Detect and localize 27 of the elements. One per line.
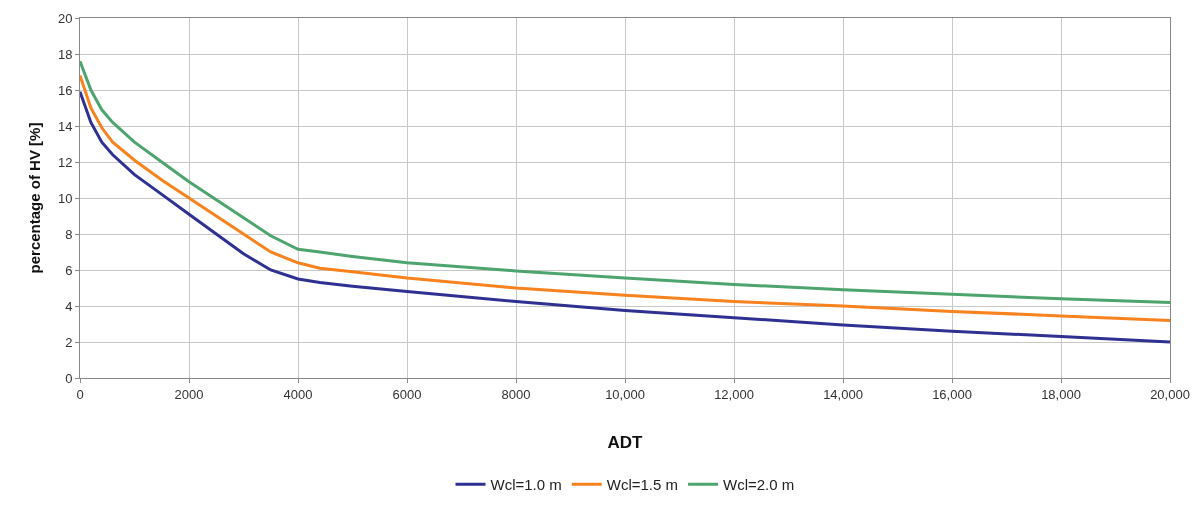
legend-label: Wcl=1.5 m	[606, 476, 679, 494]
y-tick-label: 12	[57, 154, 73, 170]
y-tick-label: 4	[65, 298, 73, 314]
y-axis-title: percentage of HV [%]	[26, 122, 43, 274]
x-tick-label: 6000	[392, 386, 422, 402]
y-tick-label: 20	[57, 10, 73, 26]
x-tick-label: 20,000	[1150, 386, 1190, 402]
x-tick-label: 16,000	[932, 386, 972, 402]
y-tick-label: 16	[57, 82, 73, 98]
x-tick-label: 12,000	[714, 386, 754, 402]
y-tick-label: 0	[65, 370, 73, 386]
x-tick-label: 14,000	[823, 386, 863, 402]
legend-label: Wcl=2.0 m	[723, 476, 795, 494]
x-tick-label: 8000	[501, 386, 531, 402]
legend-label: Wcl=1.0 m	[490, 476, 562, 494]
x-tick-label: 0	[76, 386, 84, 402]
y-tick-label: 14	[57, 118, 73, 134]
x-tick-label: 10,000	[605, 386, 645, 402]
x-tick-label: 4000	[283, 386, 313, 402]
y-tick-label: 18	[57, 46, 73, 62]
x-tick-label: 2000	[174, 386, 204, 402]
y-tick-label: 2	[65, 334, 73, 350]
y-tick-label: 10	[57, 190, 73, 206]
y-tick-label: 6	[65, 262, 73, 278]
x-axis-title: ADT	[607, 433, 644, 452]
x-tick-label: 18,000	[1041, 386, 1081, 402]
y-tick-label: 8	[65, 226, 73, 242]
